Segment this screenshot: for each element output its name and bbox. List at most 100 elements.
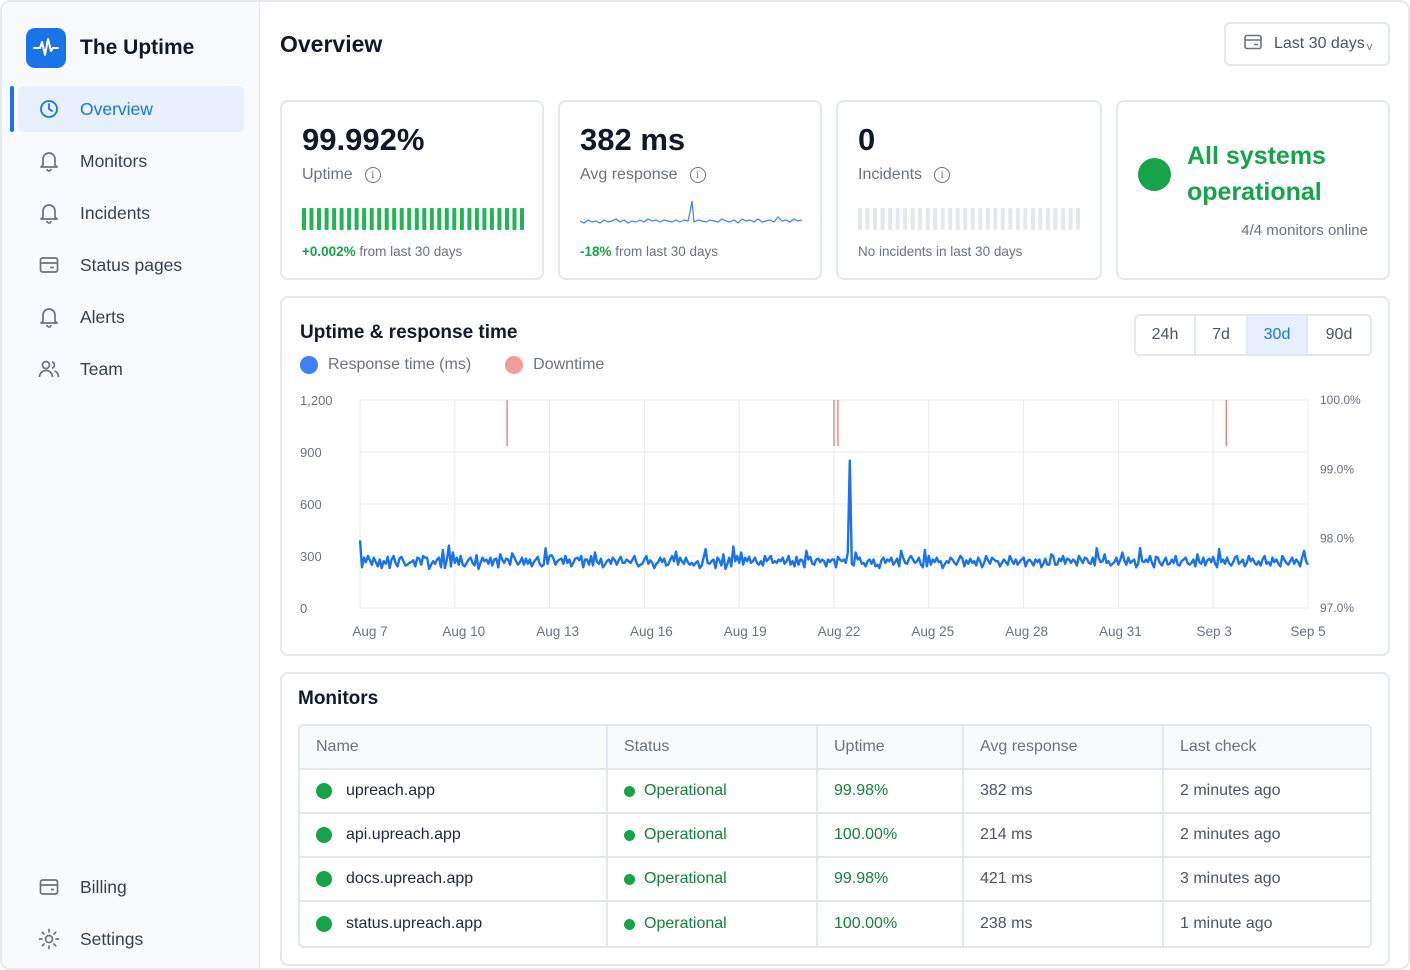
info-icon[interactable]: i: [364, 167, 381, 183]
sidebar-item-alerts[interactable]: Alerts: [18, 294, 244, 340]
uptime-day-bar: [399, 208, 404, 230]
table-row[interactable]: api.upreach.app Operational 100.00% 214 …: [300, 814, 1370, 858]
info-icon[interactable]: i: [934, 167, 951, 183]
x-tick-label: Aug 10: [442, 624, 485, 639]
monitors-online-count: 4/4 monitors online: [1241, 222, 1368, 239]
x-tick-label: Aug 31: [1099, 624, 1142, 639]
monitor-last-check: 3 minutes ago: [1180, 870, 1281, 887]
sidebar-item-status-pages[interactable]: Status pages: [18, 242, 244, 288]
incident-day-bar: [1068, 208, 1073, 230]
uptime-day-bar: [377, 208, 382, 230]
table-row[interactable]: upreach.app Operational 99.98% 382 ms 2 …: [300, 770, 1370, 814]
status-dot-icon: [624, 785, 635, 797]
uptime-day-bar: [467, 208, 472, 230]
x-tick-label: Aug 22: [818, 624, 861, 639]
pulse-icon: [26, 28, 66, 68]
uptime-day-bar: [317, 208, 321, 230]
monitor-name[interactable]: docs.upreach.app: [346, 870, 474, 887]
table-row[interactable]: docs.upreach.app Operational 99.98% 421 …: [300, 858, 1370, 902]
monitor-uptime: 99.98%: [818, 770, 964, 812]
sidebar-item-incidents[interactable]: Incidents: [18, 190, 244, 236]
x-tick-label: Aug 25: [911, 624, 954, 639]
incident-day-bar: [880, 208, 885, 230]
column-header-last-check[interactable]: Last check: [1180, 738, 1257, 755]
uptime-day-bar: [302, 208, 306, 230]
uptime-stat-card: 99.992% Uptime i +0.002% from last 30 da…: [280, 100, 544, 280]
sidebar-item-label: Billing: [80, 876, 127, 897]
incident-day-bar: [993, 208, 998, 230]
y-tick-label: 300: [300, 549, 322, 564]
range-24h-button[interactable]: 24h: [1136, 316, 1196, 354]
response-stat-card: 382 ms Avg response i -18% from last 30 …: [558, 100, 822, 280]
monitor-name-cell: status.upreach.app: [300, 902, 608, 946]
y2-tick-label: 99.0%: [1320, 462, 1354, 476]
response-sparkline: [580, 200, 802, 224]
monitors-table: Name Status Uptime Avg response Last che…: [298, 724, 1372, 948]
column-header-avg-response[interactable]: Avg response: [964, 726, 1164, 768]
legend-item-response[interactable]: Response time (ms): [300, 356, 471, 374]
uptime-day-bar: [505, 208, 509, 230]
incident-day-bar: [1000, 208, 1005, 230]
uptime-day-bar: [354, 208, 359, 230]
uptime-day-bar: [422, 208, 427, 230]
monitor-name[interactable]: status.upreach.app: [346, 915, 483, 932]
response-value: 382 ms: [580, 122, 686, 157]
chart-title: Uptime & response time: [300, 322, 518, 343]
table-row[interactable]: status.upreach.app Operational 100.00% 2…: [300, 902, 1370, 946]
sidebar-item-label: Status pages: [80, 254, 183, 275]
incident-day-bar: [873, 208, 877, 230]
response-label-text: Avg response: [580, 166, 678, 183]
sidebar-item-team[interactable]: Team: [18, 346, 244, 392]
monitor-name-cell: upreach.app: [300, 770, 608, 812]
date-range-label: Last 30 days: [1274, 35, 1365, 52]
sidebar-item-label: Incidents: [80, 202, 151, 223]
monitor-status-cell: Operational: [608, 902, 818, 946]
monitor-uptime: 100.00%: [818, 902, 964, 946]
y-tick-label: 900: [300, 445, 322, 460]
sidebar-item-label: Monitors: [80, 150, 148, 171]
monitor-avg-response: 382 ms: [964, 770, 1164, 812]
uptime-day-bar: [482, 208, 487, 230]
column-header-status[interactable]: Status: [608, 726, 818, 768]
column-header-name[interactable]: Name: [300, 726, 608, 768]
incident-day-bar: [1023, 208, 1028, 230]
monitor-status: Operational: [644, 870, 727, 887]
incident-day-bar: [903, 208, 908, 230]
range-30d-button[interactable]: 30d: [1248, 316, 1308, 354]
sidebar-item-monitors[interactable]: Monitors: [18, 138, 244, 184]
uptime-day-bar: [512, 208, 517, 230]
info-icon[interactable]: i: [689, 167, 706, 183]
uptime-label-text: Uptime: [302, 166, 353, 183]
incident-day-bar: [1038, 208, 1043, 230]
range-7d-button[interactable]: 7d: [1196, 316, 1248, 354]
legend-item-downtime[interactable]: Downtime: [505, 356, 604, 374]
sidebar: The Uptime Overview Monitors Incidents: [2, 2, 260, 968]
users-icon: [38, 358, 60, 380]
date-range-dropdown[interactable]: Last 30 days v: [1224, 22, 1390, 66]
system-status-title: All systems operational: [1187, 142, 1326, 206]
sidebar-item-overview[interactable]: Overview: [10, 86, 244, 132]
monitor-name[interactable]: api.upreach.app: [346, 826, 461, 843]
monitor-name[interactable]: upreach.app: [346, 782, 435, 799]
sidebar-item-billing[interactable]: Billing: [18, 864, 244, 910]
range-90d-button[interactable]: 90d: [1325, 326, 1353, 343]
column-header-uptime[interactable]: Uptime: [818, 726, 964, 768]
incident-day-bar: [895, 208, 900, 230]
response-foot-text: from last 30 days: [611, 244, 719, 259]
incidents-stat-card: 0 Incidents i No incidents in last 30 da…: [836, 100, 1102, 280]
uptime-day-bar: [324, 208, 329, 230]
incident-day-bar: [985, 208, 990, 230]
monitor-status: Operational: [644, 915, 727, 932]
sidebar-nav: Overview Monitors Incidents Status pages: [10, 86, 244, 398]
uptime-day-bar: [332, 208, 337, 230]
card-icon: [38, 254, 60, 276]
uptime-day-bar: [309, 208, 314, 230]
monitors-title: Monitors: [298, 688, 379, 709]
monitor-status-cell: Operational: [608, 770, 818, 812]
bell-icon: [38, 202, 60, 224]
monitor-status-cell: Operational: [608, 814, 818, 856]
incident-day-bar: [1076, 208, 1080, 230]
x-tick-label: Sep 3: [1197, 624, 1232, 639]
sidebar-item-settings[interactable]: Settings: [18, 916, 244, 962]
brand[interactable]: The Uptime: [26, 28, 194, 68]
